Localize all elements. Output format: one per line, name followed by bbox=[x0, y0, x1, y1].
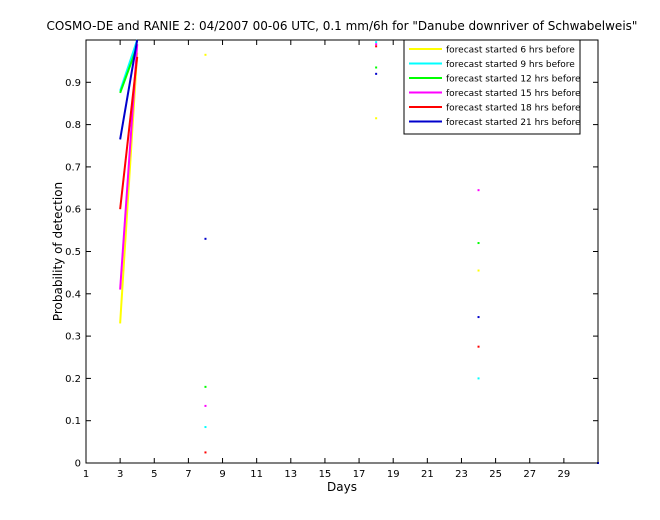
legend-label: forecast started 21 hrs before bbox=[446, 118, 581, 128]
x-tick-label: 13 bbox=[284, 469, 297, 480]
legend-label: forecast started 6 hrs before bbox=[446, 46, 575, 56]
x-tick-label: 7 bbox=[185, 469, 191, 480]
series-line bbox=[119, 39, 139, 140]
y-tick-label: 0.3 bbox=[65, 332, 81, 343]
x-tick-label: 21 bbox=[421, 469, 434, 480]
y-tick-label: 0.4 bbox=[65, 289, 81, 300]
y-tick-label: 0.9 bbox=[65, 78, 81, 89]
legend: forecast started 6 hrs before forecast st… bbox=[403, 39, 581, 135]
y-axis-label: Probability of detection bbox=[51, 182, 65, 321]
series-group bbox=[119, 45, 480, 454]
x-tick-label: 11 bbox=[250, 469, 263, 480]
series-line bbox=[119, 56, 139, 210]
y-tick-label: 0.6 bbox=[65, 205, 81, 216]
legend-label: forecast started 9 hrs before bbox=[446, 60, 575, 70]
x-tick-label: 29 bbox=[557, 469, 570, 480]
x-tick-label: 17 bbox=[353, 469, 366, 480]
y-tick-label: 0.2 bbox=[65, 374, 81, 385]
y-axis: 0 0.1 0.2 0.3 0.4 0.5 0.6 0.7 0.8 0.9 bbox=[65, 78, 598, 470]
y-tick-label: 0.8 bbox=[65, 120, 81, 131]
legend-box bbox=[403, 39, 581, 135]
x-axis-label: Days bbox=[327, 480, 357, 494]
legend-label: forecast started 18 hrs before bbox=[446, 104, 581, 114]
x-tick-label: 9 bbox=[219, 469, 225, 480]
x-tick-label: 5 bbox=[151, 469, 157, 480]
y-tick-label: 0.7 bbox=[65, 162, 81, 173]
x-tick-label: 25 bbox=[489, 469, 502, 480]
x-tick-label: 19 bbox=[387, 469, 400, 480]
y-tick-label: 0.1 bbox=[65, 416, 81, 427]
x-axis: 1 3 5 7 9 11 13 15 17 19 21 23 25 27 29 bbox=[83, 40, 570, 480]
x-tick-label: 3 bbox=[117, 469, 123, 480]
x-tick-label: 27 bbox=[523, 469, 536, 480]
x-tick-label: 1 bbox=[83, 469, 89, 480]
y-tick-label: 0 bbox=[75, 459, 81, 470]
legend-label: forecast started 12 hrs before bbox=[446, 75, 581, 85]
x-tick-label: 23 bbox=[455, 469, 468, 480]
chart-title: COSMO-DE and RANIE 2: 04/2007 00-06 UTC,… bbox=[47, 19, 638, 33]
legend-label: forecast started 15 hrs before bbox=[446, 89, 581, 99]
x-tick-label: 15 bbox=[319, 469, 332, 480]
y-tick-label: 0.5 bbox=[65, 247, 81, 258]
series-layer bbox=[119, 39, 599, 464]
